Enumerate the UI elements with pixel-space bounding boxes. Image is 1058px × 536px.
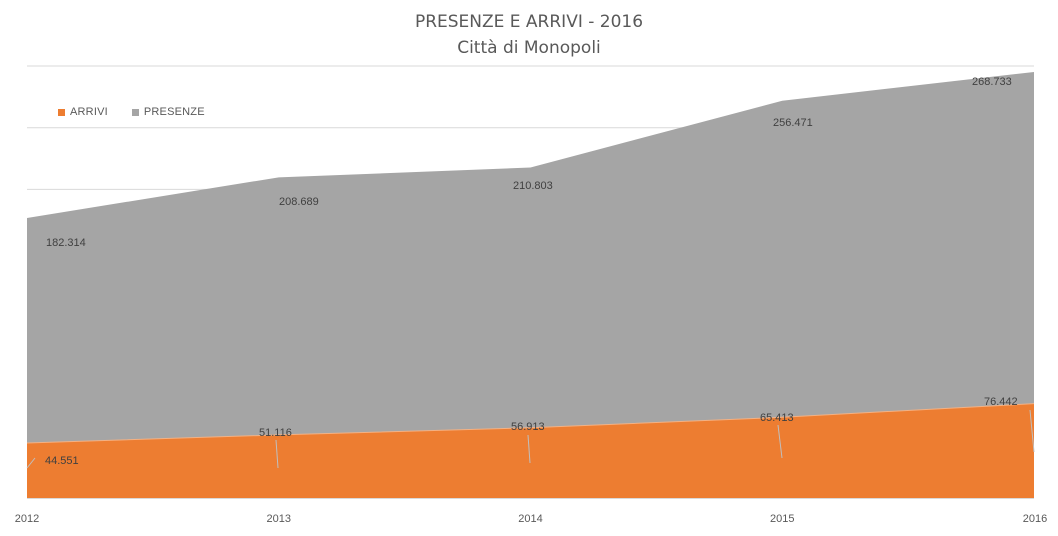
data-label-leader: [1029, 409, 1035, 453]
legend-label-arrivi: ARRIVI: [70, 106, 108, 118]
data-label-arrivi: 56.913: [511, 421, 545, 433]
x-tick-label: 2013: [267, 513, 291, 525]
legend-swatch-arrivi: [58, 108, 65, 116]
data-label-arrivi: 51.116: [259, 427, 292, 439]
area-series-presenze: [27, 71, 1034, 444]
chart-subtitle: Città di Monopoli: [457, 38, 601, 58]
data-label-arrivi: 44.551: [45, 455, 79, 467]
x-tick-label: 2012: [15, 513, 39, 525]
legend-swatch-presenze: [131, 108, 139, 116]
x-tick-label: 2015: [770, 513, 794, 525]
legend: ARRIVI PRESENZE: [58, 106, 205, 118]
data-label-leader: [275, 439, 279, 469]
data-label-leader: [26, 457, 36, 469]
area-series-arrivi: [27, 403, 1034, 498]
data-label-arrivi: 65.413: [760, 412, 794, 424]
x-tick-label: 2014: [518, 513, 542, 525]
legend-label-presenze: PRESENZE: [143, 106, 205, 118]
legend-item-presenze: PRESENZE: [131, 106, 205, 118]
data-label-presenze: 268.733: [972, 76, 1012, 88]
data-label-arrivi: 76.442: [984, 396, 1018, 408]
area-boundary-line: [26, 403, 1035, 444]
data-label-leader: [527, 434, 531, 464]
x-tick-label: 2016: [1023, 513, 1047, 525]
chart-title: PRESENZE E ARRIVI - 2016: [414, 12, 644, 32]
data-label-presenze: 208.689: [279, 196, 319, 208]
data-label-presenze: 182.314: [46, 237, 86, 249]
data-label-leader: [777, 424, 783, 459]
data-label-presenze: 256.471: [773, 117, 813, 129]
legend-item-arrivi: ARRIVI: [58, 106, 108, 118]
data-label-presenze: 210.803: [513, 180, 553, 192]
